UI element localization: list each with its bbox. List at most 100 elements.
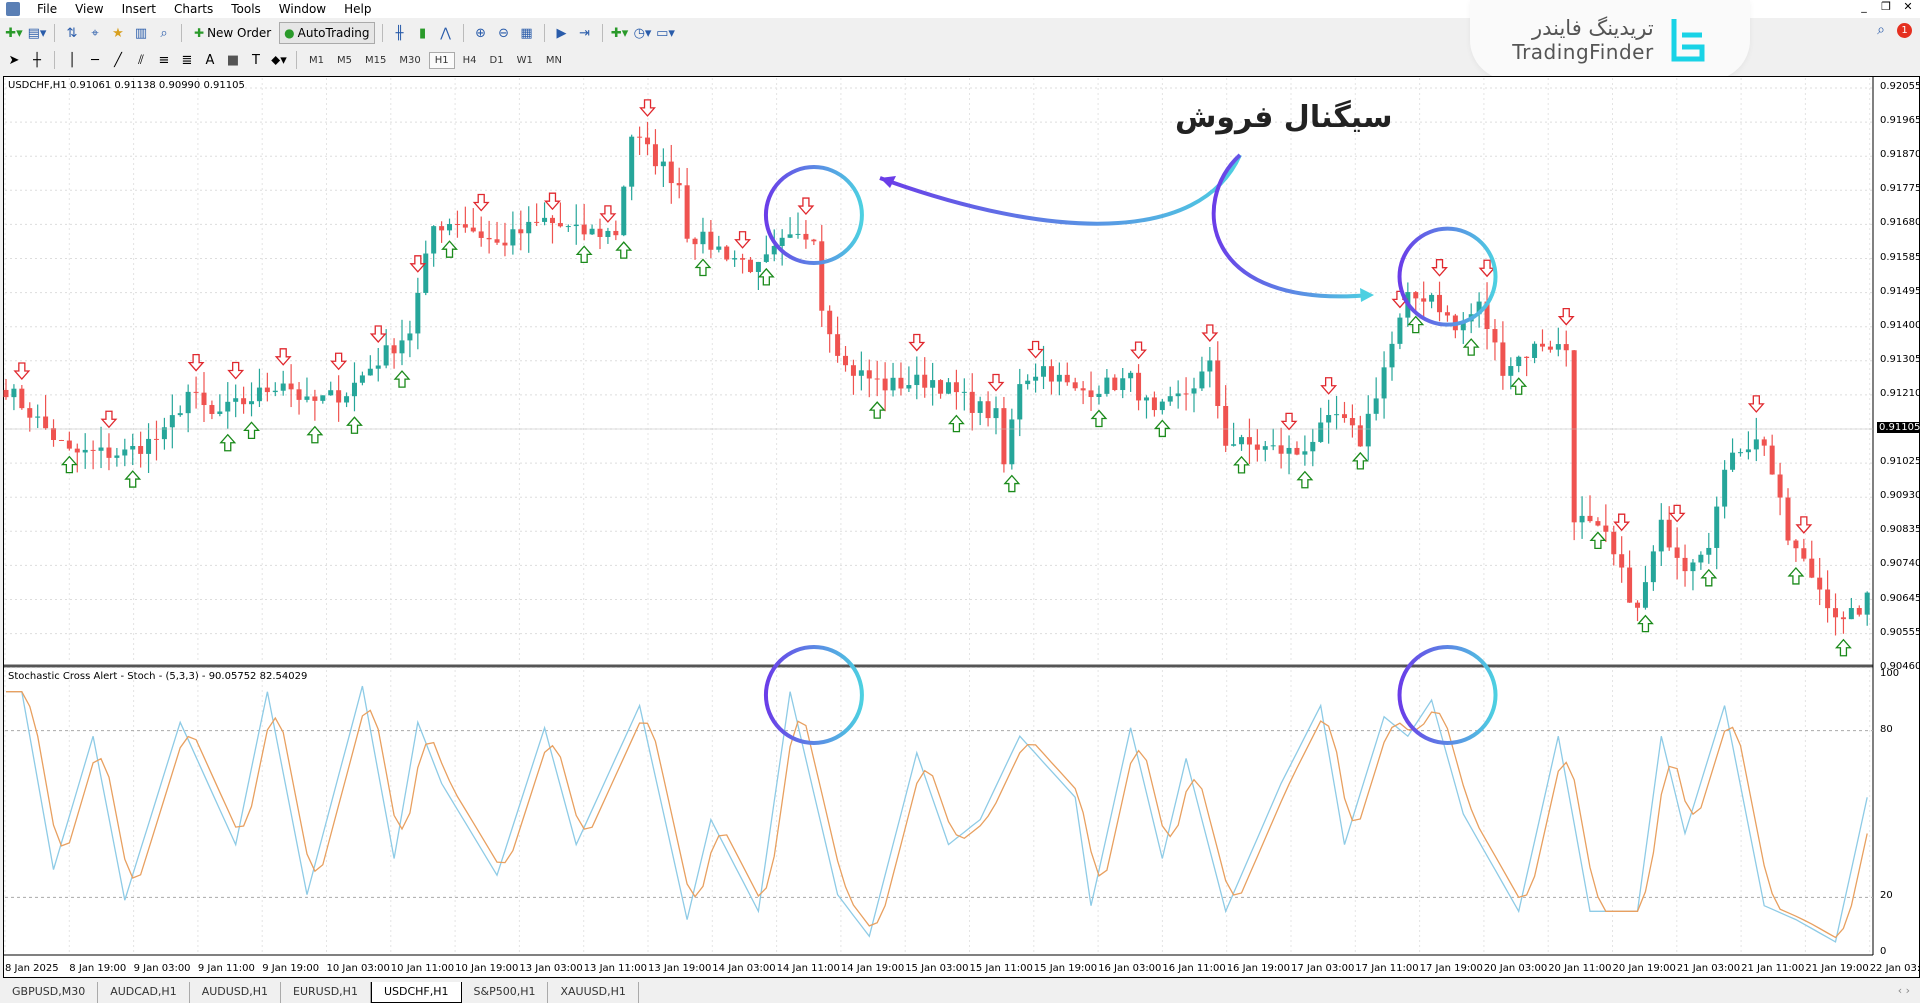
chart-window[interactable] [3, 76, 1920, 978]
timeframe-h4[interactable]: H4 [462, 54, 477, 66]
candle-body [407, 333, 413, 341]
tab-xauusd[interactable]: XAUUSD,H1 [548, 982, 639, 1003]
terminal-icon[interactable]: ▥ [134, 25, 148, 41]
candle-body [344, 396, 350, 403]
candle-body [1753, 439, 1759, 450]
time-label: 17 Jan 19:00 [1419, 963, 1483, 974]
fibo-lines-icon[interactable]: ≣ [181, 52, 193, 68]
price-label: 0.90645 [1880, 592, 1920, 604]
candle-body [597, 228, 603, 237]
data-window-icon[interactable]: ⌖ [91, 25, 99, 41]
new-chart-icon[interactable]: ✚▾ [5, 25, 23, 41]
menu-charts[interactable]: Charts [174, 2, 214, 16]
timeframe-m30[interactable]: M30 [399, 54, 421, 66]
candle-body [43, 416, 49, 429]
chart-tabs: GBPUSD,M30 AUDCAD,H1 AUDUSD,H1 EURUSD,H1… [0, 982, 639, 1003]
timeframe-mn[interactable]: MN [545, 54, 562, 66]
arrows-icon[interactable]: ⬥▾ [271, 52, 287, 68]
tab-audcad[interactable]: AUDCAD,H1 [98, 982, 190, 1003]
menu-file[interactable]: File [37, 2, 58, 16]
candle-body [1840, 617, 1846, 620]
buy-arrow-icon [243, 421, 260, 439]
navigator-icon[interactable]: ★ [112, 25, 124, 41]
candle-body [1619, 554, 1625, 568]
tab-gbpusd[interactable]: GBPUSD,M30 [0, 982, 99, 1003]
candle-body [161, 427, 167, 440]
candle-body [1001, 408, 1007, 465]
rectangle-icon[interactable]: ■ [226, 52, 240, 68]
tab-sp500[interactable]: S&P500,H1 [462, 982, 549, 1003]
candle-body [668, 161, 674, 184]
fibonacci-icon[interactable]: ≡ [158, 52, 170, 68]
zoom-out-icon[interactable]: ⊖ [498, 25, 509, 41]
close-icon[interactable]: ✕ [1903, 0, 1913, 13]
market-watch-icon[interactable]: ⇅ [66, 25, 78, 41]
candle-body [1341, 414, 1347, 419]
tab-scroll-arrows[interactable]: ‹ › [1897, 984, 1910, 997]
tile-windows-icon[interactable]: ▦ [520, 25, 533, 41]
menu-insert[interactable]: Insert [121, 2, 156, 16]
crosshair-icon[interactable]: ┼ [33, 52, 41, 68]
candle-body [359, 375, 365, 383]
menu-view[interactable]: View [75, 2, 104, 16]
autotrading-button[interactable]: ● AutoTrading [279, 22, 375, 44]
profiles-icon[interactable]: ▤▾ [27, 25, 47, 41]
templates-icon[interactable]: ▭▾ [656, 25, 675, 41]
candle-body [288, 383, 294, 390]
timeframe-d1[interactable]: D1 [489, 54, 504, 66]
text-label-icon[interactable]: T [252, 52, 260, 68]
new-order-button[interactable]: ✚ New Order [189, 22, 276, 44]
minimize-icon[interactable]: _ [1861, 0, 1867, 13]
search-icon[interactable]: ⌕ [1877, 22, 1885, 38]
strategy-tester-icon[interactable]: ⌕ [160, 25, 168, 41]
horizontal-line-icon[interactable]: ─ [91, 52, 99, 68]
timeframe-m15[interactable]: M15 [365, 54, 387, 66]
tab-audusd[interactable]: AUDUSD,H1 [190, 982, 282, 1003]
candle-body [1136, 372, 1142, 401]
candle-body [296, 389, 302, 400]
restore-icon[interactable]: ❐ [1881, 0, 1891, 13]
time-label: 16 Jan 19:00 [1226, 963, 1291, 974]
buy-arrow-icon [1637, 614, 1654, 633]
timeframe-w1[interactable]: W1 [516, 54, 533, 66]
candle-body [1318, 422, 1324, 442]
timeframe-h1[interactable]: H1 [428, 51, 455, 69]
bar-chart-icon[interactable]: ╫ [395, 25, 404, 41]
candle-body [1563, 344, 1569, 351]
vertical-line-icon[interactable]: │ [68, 52, 76, 68]
menu-tools[interactable]: Tools [231, 2, 261, 16]
candle-body [106, 447, 112, 458]
tab-usdchf[interactable]: USDCHF,H1 [370, 982, 462, 1003]
auto-scroll-icon[interactable]: ▶ [556, 25, 567, 41]
standard-toolbar: ✚▾ ▤▾ ⇅ ⌖ ★ ▥ ⌕ ✚ New Order ● AutoTrading … [4, 20, 676, 46]
candle-body [201, 392, 207, 406]
candle-body [1017, 384, 1023, 420]
text-icon[interactable]: A [205, 52, 215, 68]
cursor-icon[interactable]: ➤ [8, 52, 20, 68]
candle-body [1698, 554, 1704, 563]
candle-body [217, 411, 223, 414]
periods-icon[interactable]: ◷▾ [633, 25, 652, 41]
timeframe-m5[interactable]: M5 [337, 54, 352, 66]
notification-badge[interactable]: 1 [1897, 22, 1912, 38]
indicators-icon[interactable]: ✚▾ [610, 25, 629, 41]
zoom-in-icon[interactable]: ⊕ [475, 25, 486, 41]
tab-eurusd[interactable]: EURUSD,H1 [281, 982, 371, 1003]
menu-help[interactable]: Help [344, 2, 372, 16]
timeframe-m1[interactable]: M1 [309, 54, 324, 66]
candle-body [367, 368, 373, 376]
time-label: 14 Jan 11:00 [776, 963, 840, 974]
sell-arrow-icon [1431, 259, 1448, 277]
chart-shift-icon[interactable]: ⇥ [579, 25, 590, 41]
line-chart-icon[interactable]: ⋀ [440, 25, 451, 41]
candle-body [1532, 343, 1538, 358]
buy-arrow-icon [306, 425, 324, 444]
equidistant-channel-icon[interactable]: ⫽ [138, 52, 144, 68]
trendline-icon[interactable]: ╱ [114, 52, 122, 68]
highlight-circle [1397, 226, 1498, 327]
candle-body [771, 245, 777, 255]
candlestick-icon[interactable]: ▮ [418, 25, 427, 41]
candle-body [415, 292, 421, 334]
menu-window[interactable]: Window [278, 2, 327, 16]
